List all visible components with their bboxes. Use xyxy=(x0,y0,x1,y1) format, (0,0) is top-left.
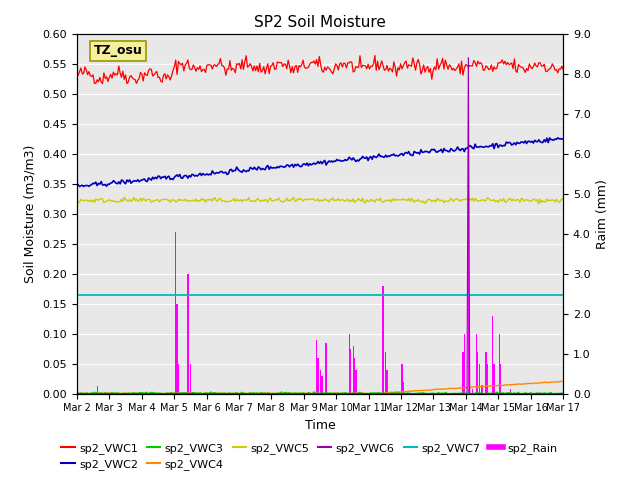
Bar xyxy=(387,370,388,394)
Bar xyxy=(177,303,178,394)
Bar xyxy=(500,364,502,394)
Bar xyxy=(320,370,321,394)
Legend: sp2_VWC1, sp2_VWC2, sp2_VWC3, sp2_VWC4, sp2_VWC5, sp2_VWC6, sp2_VWC7, sp2_Rain: sp2_VWC1, sp2_VWC2, sp2_VWC3, sp2_VWC4, … xyxy=(57,438,562,474)
Y-axis label: Raim (mm): Raim (mm) xyxy=(596,179,609,249)
Bar xyxy=(492,316,493,394)
Bar xyxy=(97,386,98,394)
Bar xyxy=(493,364,495,394)
Bar xyxy=(472,389,473,394)
Bar xyxy=(321,375,323,394)
Bar xyxy=(354,358,355,394)
Bar xyxy=(355,370,356,394)
Text: TZ_osu: TZ_osu xyxy=(94,44,143,58)
X-axis label: Time: Time xyxy=(305,419,335,432)
Bar xyxy=(486,364,488,394)
Bar xyxy=(353,346,354,394)
Bar xyxy=(317,358,319,394)
Bar xyxy=(316,339,317,394)
Bar xyxy=(190,364,191,394)
Y-axis label: Soil Moisture (m3/m3): Soil Moisture (m3/m3) xyxy=(24,144,36,283)
Bar xyxy=(350,348,351,394)
Bar xyxy=(485,351,486,394)
Bar xyxy=(403,382,404,394)
Bar xyxy=(382,286,383,394)
Bar xyxy=(476,334,477,394)
Bar xyxy=(385,351,387,394)
Bar xyxy=(188,274,189,394)
Bar xyxy=(499,334,500,394)
Bar xyxy=(464,334,465,394)
Bar xyxy=(477,351,479,394)
Title: SP2 Soil Moisture: SP2 Soil Moisture xyxy=(254,15,386,30)
Bar xyxy=(509,389,511,394)
Bar xyxy=(175,231,176,394)
Bar xyxy=(479,364,480,394)
Bar xyxy=(462,351,463,394)
Bar xyxy=(178,364,179,394)
Bar xyxy=(468,58,469,394)
Bar xyxy=(481,385,483,394)
Bar xyxy=(401,364,403,394)
